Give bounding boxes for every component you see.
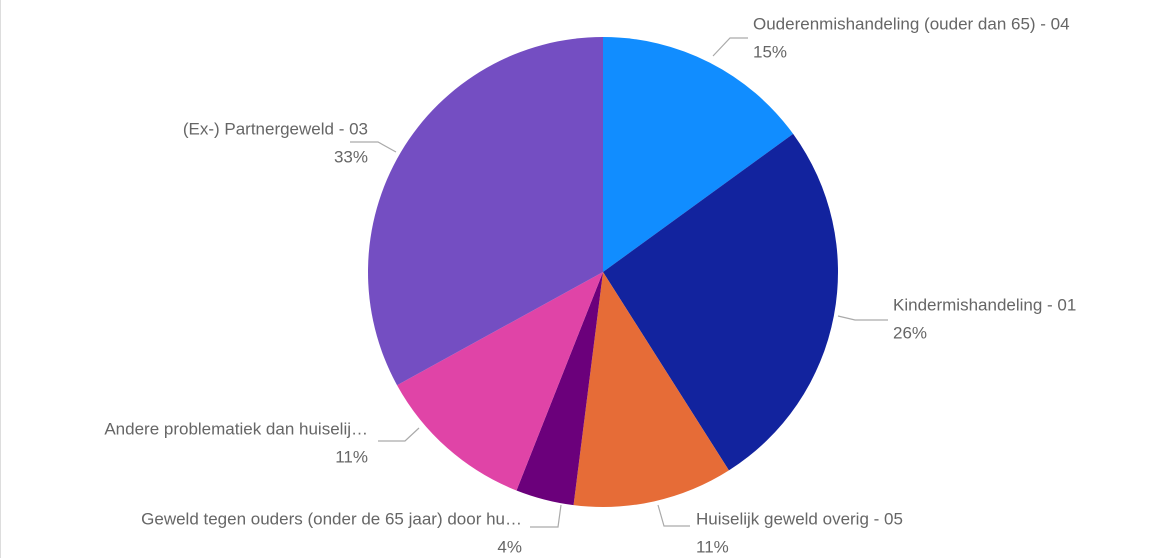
slice-value-label: 26%: [893, 323, 927, 342]
leader-line: [350, 141, 397, 153]
slice-label: Andere problematiek dan huiselij…: [104, 419, 368, 438]
slice-label: Kindermishandeling - 01: [893, 295, 1076, 314]
slice-value-label: 11%: [696, 537, 729, 556]
pie-slice: [516, 272, 603, 506]
slice-label: Ouderenmishandeling (ouder dan 65) - 04: [753, 14, 1070, 33]
leader-line: [712, 37, 748, 57]
slice-label: (Ex-) Partnergeweld - 03: [183, 119, 368, 138]
slice-label: Geweld tegen ouders (onder de 65 jaar) d…: [141, 509, 522, 528]
slice-label: Huiselijk geweld overig - 05: [696, 509, 903, 528]
leader-line: [657, 504, 690, 527]
pie-slice: [397, 272, 603, 491]
leader-line: [530, 504, 562, 528]
leader-line: [378, 427, 420, 442]
pie-slice: [573, 272, 729, 507]
pie-slice: [603, 133, 839, 471]
slice-value-label: 11%: [335, 447, 368, 466]
slice-value-label: 33%: [334, 147, 368, 166]
pie-slice: [603, 37, 794, 272]
slice-value-label: 15%: [753, 42, 787, 61]
pie-slice: [368, 37, 603, 386]
leader-line: [837, 315, 888, 321]
slice-value-label: 4%: [497, 537, 522, 556]
